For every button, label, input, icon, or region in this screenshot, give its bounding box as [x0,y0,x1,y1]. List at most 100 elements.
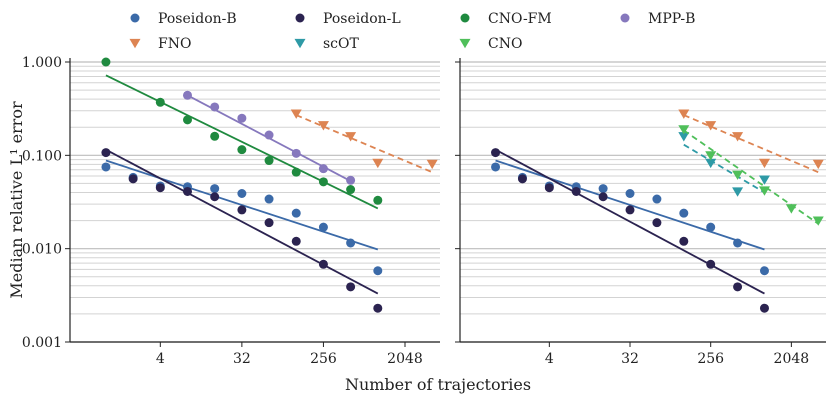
data-point [678,109,690,119]
data-point [210,131,220,141]
data-point [346,175,356,185]
data-point [101,162,111,172]
x-tick-label: 32 [621,351,639,367]
data-point [426,159,438,170]
legend-marker [459,38,471,49]
data-point [237,205,247,215]
legend-item-poseidon-b: Poseidon-B [130,11,237,27]
data-point [652,218,662,228]
legend-label: CNO [488,36,522,52]
legend-label: FNO [158,36,191,52]
data-point [759,266,769,276]
fit-line [495,159,765,251]
data-point [346,282,356,292]
data-point [733,238,743,248]
data-point [155,183,165,193]
data-point [317,121,329,131]
data-point [345,132,357,142]
data-point [679,208,689,218]
legend-item-cno-fm: CNO-FM [460,11,552,27]
data-point [705,151,717,161]
legend-label: MPP-B [648,11,695,27]
data-point [758,175,770,185]
series-poseidon-l [101,148,383,313]
legend-marker [130,13,140,23]
x-tick-label: 32 [233,351,251,367]
legend-item-scot: scOT [294,36,360,52]
legend-item-fno: FNO [129,36,191,52]
x-tick-label: 4 [545,351,554,367]
data-point [264,130,274,140]
x-tick-label: 256 [310,351,337,367]
data-point [679,236,689,246]
legend-label: Poseidon-L [323,11,401,27]
data-point [491,148,501,158]
data-point [758,158,770,169]
legend-marker [620,13,630,23]
x-tick-label: 256 [697,351,724,367]
legend-item-poseidon-l: Poseidon-L [295,11,401,27]
data-point [373,266,383,276]
data-point [318,259,328,269]
data-point [598,192,608,202]
data-point [264,194,274,204]
fit-line [683,114,819,174]
legend-marker [129,38,141,49]
data-point [732,170,744,180]
series-scot [678,132,770,197]
data-point [706,222,716,232]
legend-label: scOT [323,36,360,52]
data-point [210,184,220,194]
data-point [155,97,165,107]
data-point [264,218,274,228]
legend-label: Poseidon-B [158,11,237,27]
data-point [706,259,716,269]
data-point [732,132,744,142]
data-point [517,174,527,184]
data-point [812,159,824,170]
y-tick-label: 0.100 [22,148,62,164]
legend-marker [295,13,305,23]
x-tick-label: 4 [156,351,165,367]
data-point [759,303,769,313]
legend-marker [460,13,470,23]
panel-right: 4 32 256 2048 [455,58,826,367]
data-point [128,174,138,184]
series-cno-fm [101,57,383,210]
data-point [291,167,301,177]
data-point [758,186,770,196]
series-cno [678,125,824,226]
fit-line [495,148,765,295]
legend: Poseidon-B Poseidon-L CNO-FM MPP-B FNO scOT CN… [129,11,695,52]
x-tick-label: 2048 [774,351,810,367]
series-fno [678,109,824,174]
panel-left: 4 32 256 2048 0.001 0.010 0.100 1.000 [22,55,440,367]
data-point [182,186,192,196]
data-point [291,148,301,158]
data-point [346,185,356,195]
legend-item-mpp-b: MPP-B [620,11,695,27]
data-point [290,109,302,119]
y-tick-label: 0.001 [22,335,62,351]
fit-line [105,148,379,295]
data-point [318,164,328,174]
data-point [491,162,501,172]
data-point [785,204,797,214]
series-poseidon-l [491,148,769,313]
data-point [544,183,554,193]
data-point [625,205,635,215]
data-point [373,195,383,205]
data-point [705,121,717,131]
data-point [318,222,328,232]
data-point [318,177,328,187]
data-point [291,236,301,246]
fit-line [683,129,819,225]
data-point [101,57,111,67]
fit-line [295,114,433,174]
data-point [652,194,662,204]
data-point [733,282,743,292]
data-point [372,158,384,169]
legend-item-cno: CNO [459,36,522,52]
